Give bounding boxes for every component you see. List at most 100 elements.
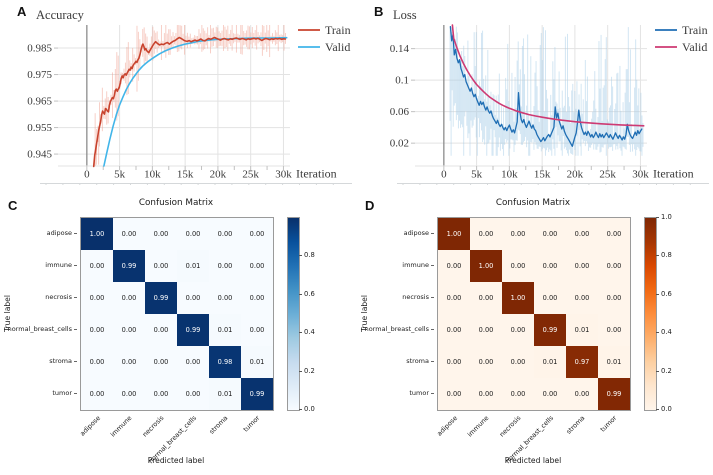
accuracy-plot: 0.985 0.975 0.965 0.955 0.945 0 5k 10k 15k 20k 25k… xyxy=(27,8,352,185)
row-tick xyxy=(74,392,77,394)
colorbar-tick-label: 0.0 xyxy=(661,405,672,413)
confusion-matrix-grid: 1.00 0.00 0.00 0.00 0.00 0.00 0.00 1.00 0.00 0.00… xyxy=(437,217,631,411)
x-tick-label: 30k xyxy=(275,169,292,181)
y-tick-label: 0.945 xyxy=(27,149,52,161)
colorbar-tick xyxy=(656,217,659,218)
matrix-cell-adipose-necrosis: 0.00 xyxy=(502,218,534,250)
matrix-cell-tumor-immune: 0.00 xyxy=(113,378,145,410)
matrix-cell-stroma-necrosis: 0.00 xyxy=(145,346,177,378)
matrix-cell-tumor-normal_breast_cells: 0.00 xyxy=(177,378,209,410)
x-tick-label: 15k xyxy=(177,169,194,181)
colorbar-tick-label: 0.0 xyxy=(304,405,315,413)
matrix-cell-normal_breast_cells-tumor: 0.00 xyxy=(598,314,630,346)
confusion-matrix-title: Confusion Matrix xyxy=(138,198,214,208)
col-label-immune: immune xyxy=(109,414,134,439)
legend-valid-label: Valid xyxy=(682,40,707,54)
plot-title: Accuracy xyxy=(36,8,85,22)
panel-letter-c: C xyxy=(8,198,18,213)
colorbar-tick xyxy=(656,370,659,372)
matrix-cell-adipose-tumor: 0.00 xyxy=(241,218,273,250)
matrix-cell-tumor-stroma: 0.00 xyxy=(566,378,598,410)
matrix-cell-normal_breast_cells-adipose: 0.00 xyxy=(81,314,113,346)
matrix-cell-immune-adipose: 0.00 xyxy=(438,250,470,282)
colorbar-tick xyxy=(299,370,302,372)
row-tick xyxy=(74,264,77,266)
matrix-cell-necrosis-tumor: 0.00 xyxy=(241,282,273,314)
row-labels: adipose immune necrosis normal_breast_cells… xyxy=(0,217,77,409)
matrix-cell-necrosis-normal_breast_cells: 0.00 xyxy=(534,282,566,314)
row-tick xyxy=(74,328,77,330)
matrix-cell-normal_breast_cells-necrosis: 0.00 xyxy=(145,314,177,346)
matrix-cell-immune-necrosis: 0.00 xyxy=(145,250,177,282)
x-tick-label: 10k xyxy=(144,169,161,181)
colorbar-tick xyxy=(656,293,659,295)
column-labels: adipose immune necrosis normal_breast_cells… xyxy=(78,412,272,465)
confusion-matrix-title: Confusion Matrix xyxy=(495,198,571,208)
colorbar-tick-label: 0.8 xyxy=(304,251,315,260)
train-curve xyxy=(92,36,287,168)
y-tick-label: 0.975 xyxy=(27,69,52,81)
colorbar-tick-label: 0.4 xyxy=(304,328,315,337)
row-label-text: normal_breast_cells xyxy=(7,325,72,333)
matrix-cell-stroma-adipose: 0.00 xyxy=(438,346,470,378)
colorbar xyxy=(644,217,657,411)
matrix-cell-immune-tumor: 0.00 xyxy=(598,250,630,282)
row-label-text: normal_breast_cells xyxy=(364,325,429,333)
row-label-immune: immune xyxy=(357,249,434,281)
row-label-tumor: tumor xyxy=(0,377,77,409)
x-tick-label: 20k xyxy=(567,169,584,181)
colorbar-tick-label: 0.8 xyxy=(661,251,672,260)
colorbar-tick-label: 0.2 xyxy=(661,366,672,375)
row-label-text: immune xyxy=(402,261,429,269)
matrix-cell-adipose-immune: 0.00 xyxy=(470,218,502,250)
matrix-cell-adipose-necrosis: 0.00 xyxy=(145,218,177,250)
x-tick-label: 5k xyxy=(471,169,483,181)
col-label-necrosis: necrosis xyxy=(141,414,166,439)
matrix-cell-normal_breast_cells-stroma: 0.01 xyxy=(209,314,241,346)
row-tick xyxy=(431,360,434,362)
legend-train-label: Train xyxy=(682,23,708,37)
matrix-cell-normal_breast_cells-stroma: 0.01 xyxy=(566,314,598,346)
row-label-text: adipose xyxy=(403,229,429,237)
matrix-cell-necrosis-adipose: 0.00 xyxy=(81,282,113,314)
matrix-cell-tumor-immune: 0.00 xyxy=(470,378,502,410)
x-tick-label: 0 xyxy=(84,169,90,181)
x-tick-label: 30k xyxy=(632,169,649,181)
colorbar-tick xyxy=(656,332,659,334)
y-tick-label: 0.02 xyxy=(390,138,409,150)
valid-curve xyxy=(103,36,288,167)
row-tick xyxy=(431,264,434,266)
row-label-adipose: adipose xyxy=(0,217,77,249)
matrix-cell-stroma-normal_breast_cells: 0.00 xyxy=(177,346,209,378)
col-label-adipose: adipose xyxy=(78,414,102,438)
row-label-text: necrosis xyxy=(45,293,72,301)
x-tick-label: 20k xyxy=(210,169,227,181)
matrix-cell-adipose-adipose: 1.00 xyxy=(438,218,470,250)
x-tick-label: 0 xyxy=(441,169,447,181)
matrix-cell-tumor-tumor: 0.99 xyxy=(241,378,273,410)
colorbar-tick xyxy=(299,293,302,295)
legend-valid-label: Valid xyxy=(325,40,350,54)
row-label-immune: immune xyxy=(0,249,77,281)
row-label-stroma: stroma xyxy=(0,345,77,377)
col-label-stroma: stroma xyxy=(564,414,587,436)
row-label-normal_breast_cells: normal_breast_cells xyxy=(357,313,434,345)
col-label-adipose: adipose xyxy=(435,414,459,438)
colorbar-tick xyxy=(656,409,659,410)
panel-confusion-matrix-oranges: D Confusion Matrix True label adipose imm… xyxy=(357,186,713,475)
row-label-adipose: adipose xyxy=(357,217,434,249)
matrix-cell-adipose-tumor: 0.00 xyxy=(598,218,630,250)
matrix-cell-necrosis-stroma: 0.00 xyxy=(209,282,241,314)
matrix-cell-stroma-normal_breast_cells: 0.01 xyxy=(534,346,566,378)
matrix-cell-necrosis-normal_breast_cells: 0.00 xyxy=(177,282,209,314)
panel-letter-d: D xyxy=(365,198,375,213)
col-label-stroma: stroma xyxy=(207,414,230,436)
row-label-text: stroma xyxy=(49,357,72,365)
colorbar-tick xyxy=(299,255,302,257)
matrix-cell-stroma-tumor: 0.01 xyxy=(598,346,630,378)
y-tick-label: 0.14 xyxy=(390,43,410,55)
matrix-cell-normal_breast_cells-immune: 0.00 xyxy=(113,314,145,346)
matrix-cell-necrosis-adipose: 0.00 xyxy=(438,282,470,314)
x-tick-label: 25k xyxy=(599,169,616,181)
matrix-cell-immune-necrosis: 0.00 xyxy=(502,250,534,282)
